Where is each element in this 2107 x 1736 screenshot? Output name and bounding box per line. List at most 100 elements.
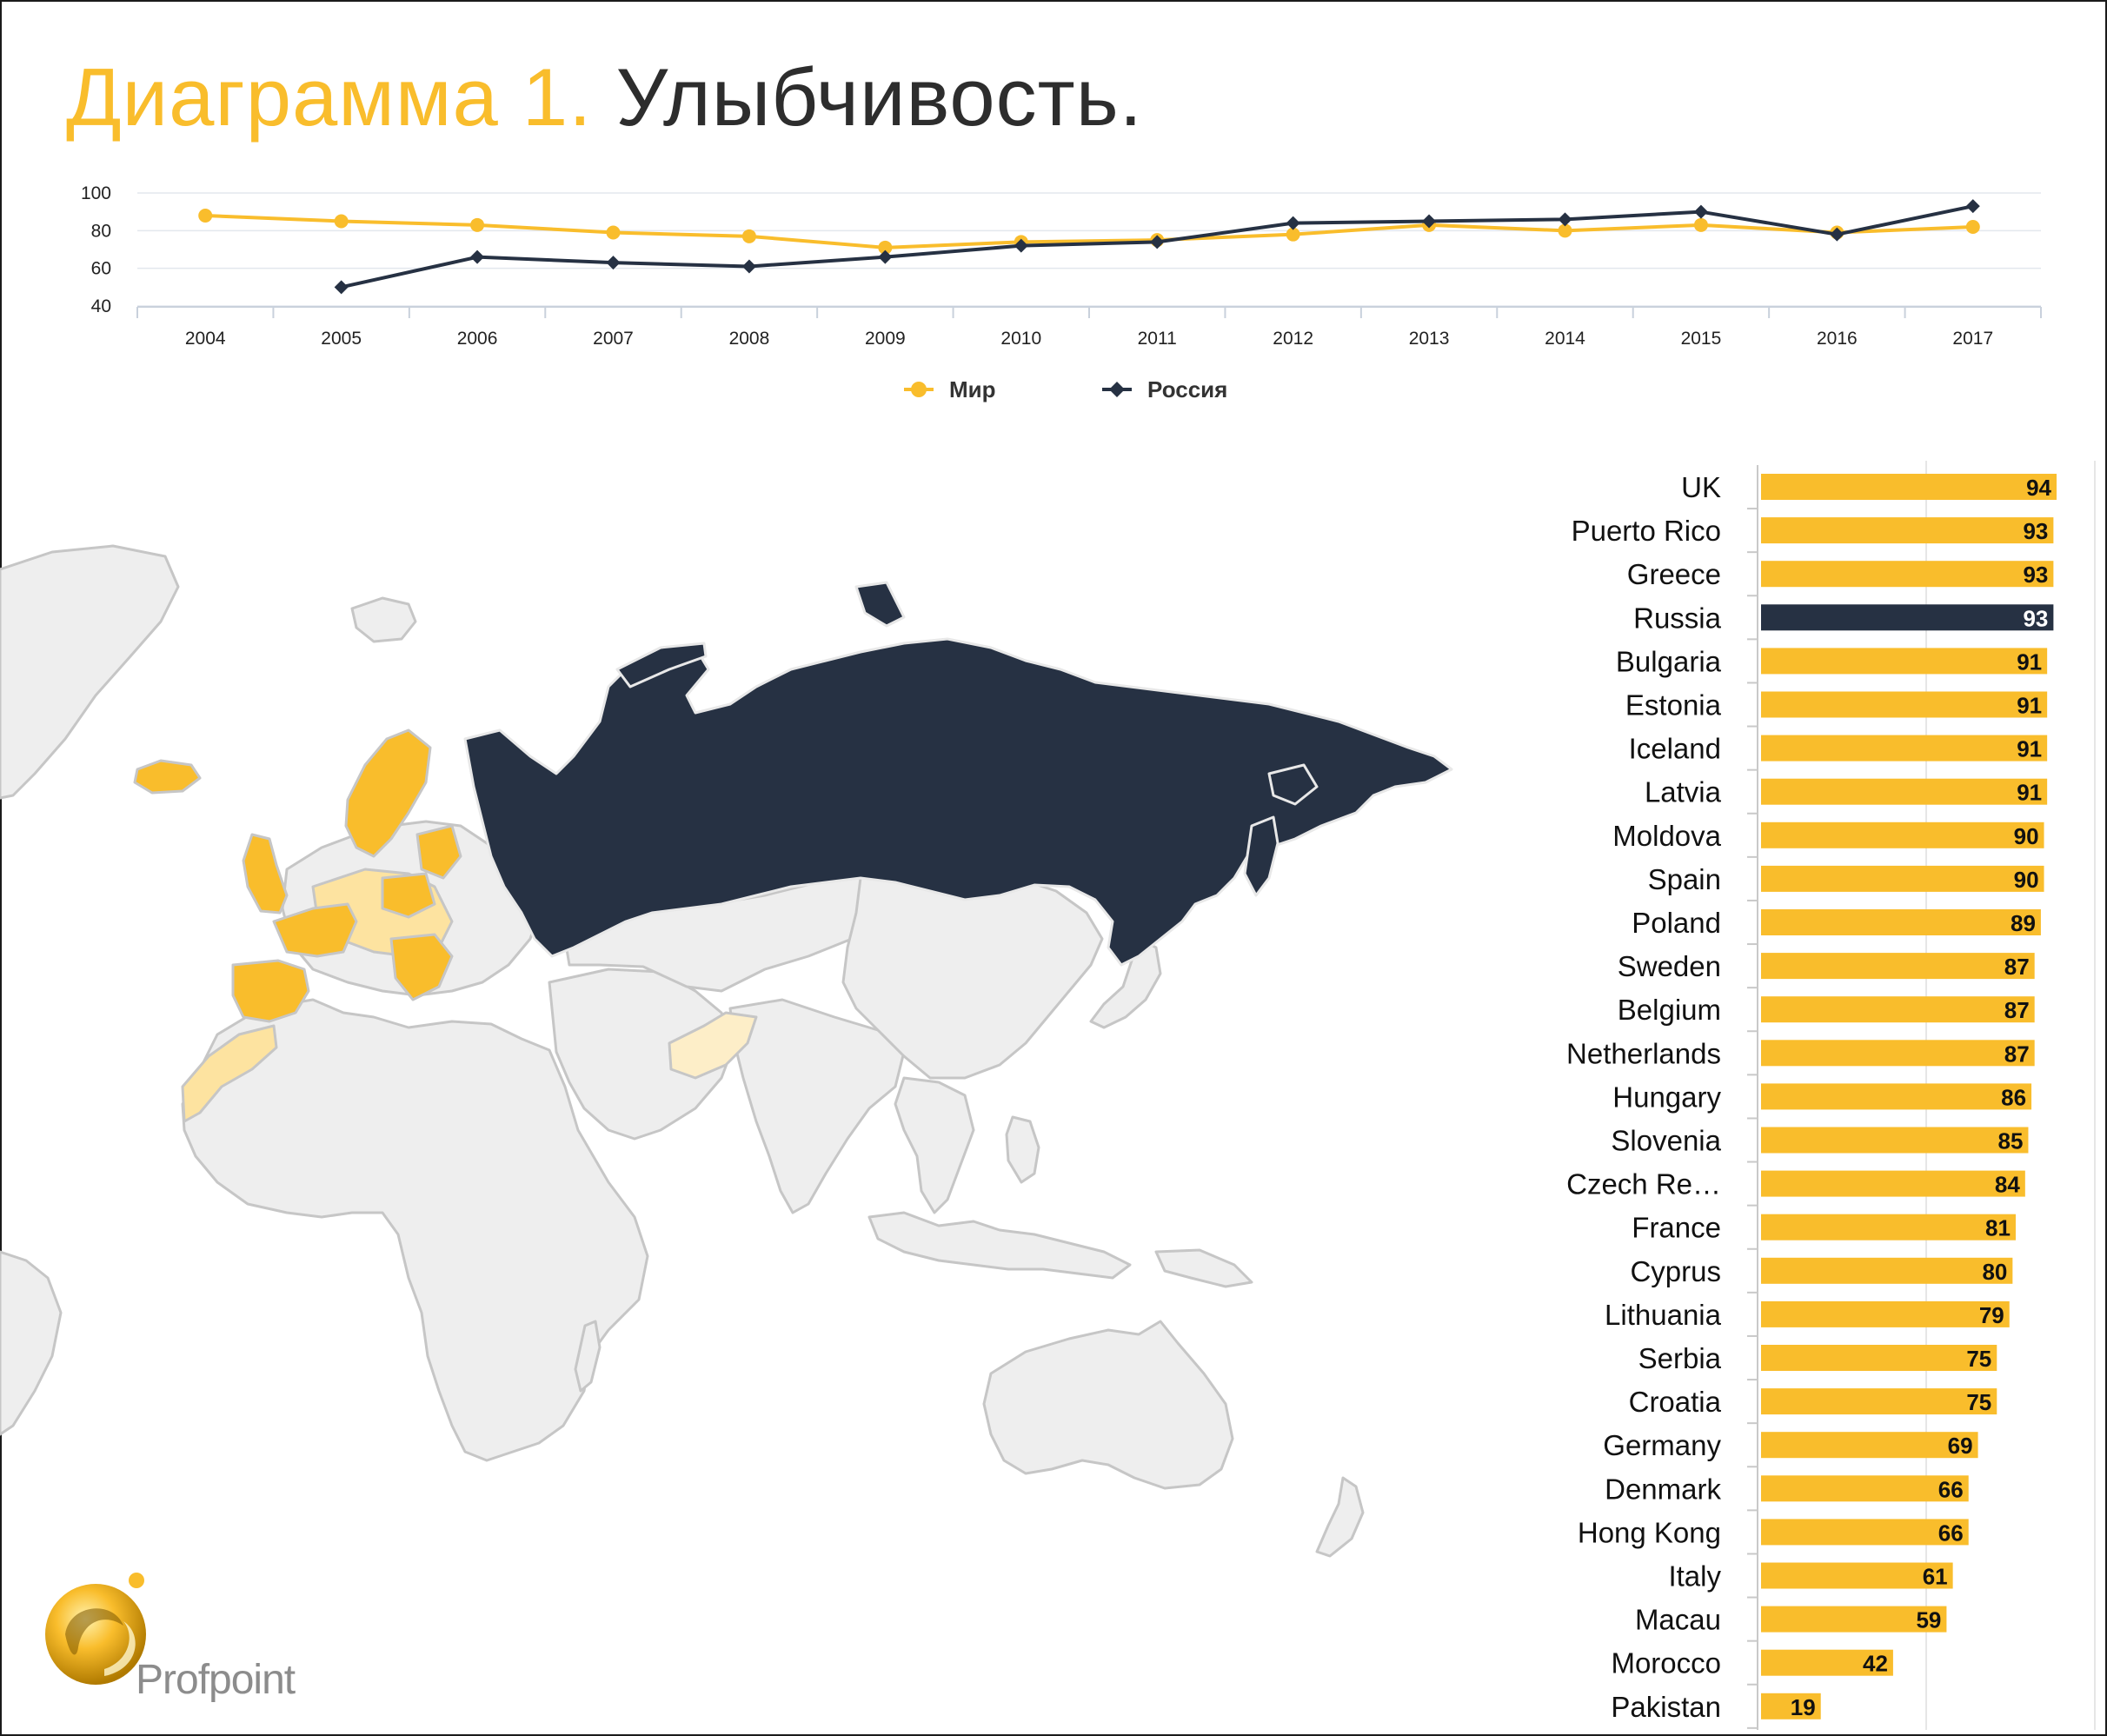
bar — [1761, 865, 2044, 892]
bar-category-label: Germany — [1603, 1429, 1721, 1461]
bar-category-label: Hungary — [1612, 1081, 1721, 1113]
bar-category-label: Bulgaria — [1616, 645, 1722, 677]
bar-value-label: 93 — [2023, 605, 2048, 631]
series-1-point — [334, 214, 349, 229]
bar — [1761, 1606, 1947, 1633]
bar-category-label: Spain — [1648, 863, 1721, 895]
series-2-point — [741, 259, 756, 274]
bar — [1761, 1083, 2032, 1110]
bar-value-label: 91 — [2017, 736, 2042, 762]
map-russia-islands-2 — [615, 642, 708, 688]
bar — [1761, 604, 2054, 631]
map-uk — [242, 833, 289, 915]
series-1-point — [1286, 227, 1300, 242]
map-philippines — [1005, 1115, 1040, 1184]
map-scandinavia — [344, 728, 432, 858]
bar-category-label: Latvia — [1645, 776, 1722, 808]
bar-value-label: 85 — [1998, 1128, 2024, 1154]
bar-value-label: 89 — [2011, 910, 2036, 936]
bar-category-label: Morocco — [1611, 1647, 1721, 1679]
bar-value-label: 79 — [1979, 1302, 2004, 1328]
series-2-point — [1558, 212, 1572, 227]
x-tick-label: 2009 — [865, 329, 906, 349]
bar-category-label: Estonia — [1625, 689, 1722, 722]
logo-wordmark: Profpoint — [136, 1657, 296, 1703]
y-tick-label: 60 — [91, 259, 111, 279]
x-tick-label: 2017 — [1952, 329, 1993, 349]
series-1-point — [470, 217, 485, 232]
map-balkans — [389, 933, 454, 1001]
legend-marker — [911, 382, 927, 397]
map-kamchatka — [1267, 763, 1319, 806]
bar-category-label: Russia — [1633, 602, 1722, 634]
bar — [1761, 561, 2054, 588]
bar-category-label: Denmark — [1605, 1473, 1721, 1505]
series-2-point — [470, 249, 485, 264]
bar — [1761, 474, 2057, 500]
x-tick-label: 2015 — [1681, 329, 1722, 349]
x-tick-label: 2007 — [593, 329, 634, 349]
bar-category-label: Belgium — [1618, 994, 1721, 1026]
bar — [1761, 1388, 1997, 1415]
series-1-point — [1965, 220, 1980, 234]
series-1-point — [1558, 223, 1572, 238]
bar — [1761, 1432, 1978, 1459]
map-south-asia — [728, 998, 906, 1214]
bar-value-label: 87 — [2004, 1041, 2030, 1067]
series-1-point — [606, 225, 621, 240]
x-tick-label: 2008 — [729, 329, 770, 349]
legend-marker — [1109, 382, 1125, 397]
title-text: Улыбчивость. — [615, 51, 1143, 143]
bar-value-label: 80 — [1982, 1259, 2007, 1285]
bar — [1761, 648, 2048, 675]
profpoint-logo-icon — [45, 1573, 146, 1685]
bar-value-label: 81 — [1985, 1215, 2011, 1241]
x-tick-label: 2014 — [1545, 329, 1585, 349]
map-morocco — [181, 1024, 278, 1123]
bar — [1761, 1127, 2029, 1154]
bar-value-label: 87 — [2004, 997, 2030, 1023]
bar — [1761, 691, 2048, 718]
bar-category-label: Iceland — [1629, 733, 1721, 765]
x-tick-label: 2016 — [1817, 329, 1858, 349]
x-tick-label: 2012 — [1273, 329, 1313, 349]
map-greenland — [0, 544, 180, 800]
bar-value-label: 87 — [2004, 954, 2030, 980]
map-baltics — [415, 824, 462, 880]
bar — [1761, 1519, 1969, 1546]
bar-category-label: Netherlands — [1566, 1037, 1721, 1069]
bar-value-label: 93 — [2023, 562, 2048, 588]
series-1-point — [741, 229, 756, 243]
map-poland — [381, 872, 436, 919]
series-1-point — [1693, 217, 1708, 232]
map-japan — [1089, 937, 1162, 1029]
map-russia — [463, 637, 1453, 967]
bar-category-label: France — [1632, 1212, 1721, 1244]
bar-category-label: Italy — [1668, 1560, 1721, 1593]
bar-category-label: Czech Re… — [1566, 1168, 1721, 1201]
bar — [1761, 996, 2035, 1023]
bar-value-label: 59 — [1916, 1607, 1941, 1633]
bar-category-label: Lithuania — [1605, 1299, 1722, 1331]
x-tick-label: 2011 — [1138, 329, 1177, 349]
bar-category-label: Poland — [1632, 907, 1721, 939]
bar-category-label: Moldova — [1612, 820, 1721, 852]
series-1-point — [878, 240, 893, 255]
bar-category-label: Macau — [1635, 1604, 1721, 1636]
bar — [1761, 1257, 2013, 1284]
bar — [1761, 517, 2054, 544]
bar — [1761, 1345, 1997, 1371]
x-tick-label: 2005 — [321, 329, 362, 349]
bar-value-label: 94 — [2026, 475, 2051, 501]
bar-category-label: Croatia — [1629, 1386, 1722, 1418]
x-tick-label: 2013 — [1409, 329, 1450, 349]
map-iceland — [133, 759, 202, 795]
bar-value-label: 91 — [2017, 693, 2042, 719]
legend-label: Россия — [1147, 376, 1227, 402]
bar-value-label: 61 — [1923, 1564, 1948, 1590]
map-sakhalin — [1243, 815, 1279, 897]
series-2-point — [1965, 199, 1980, 214]
bar-category-label: UK — [1681, 471, 1721, 503]
bar-value-label: 75 — [1966, 1346, 1991, 1372]
